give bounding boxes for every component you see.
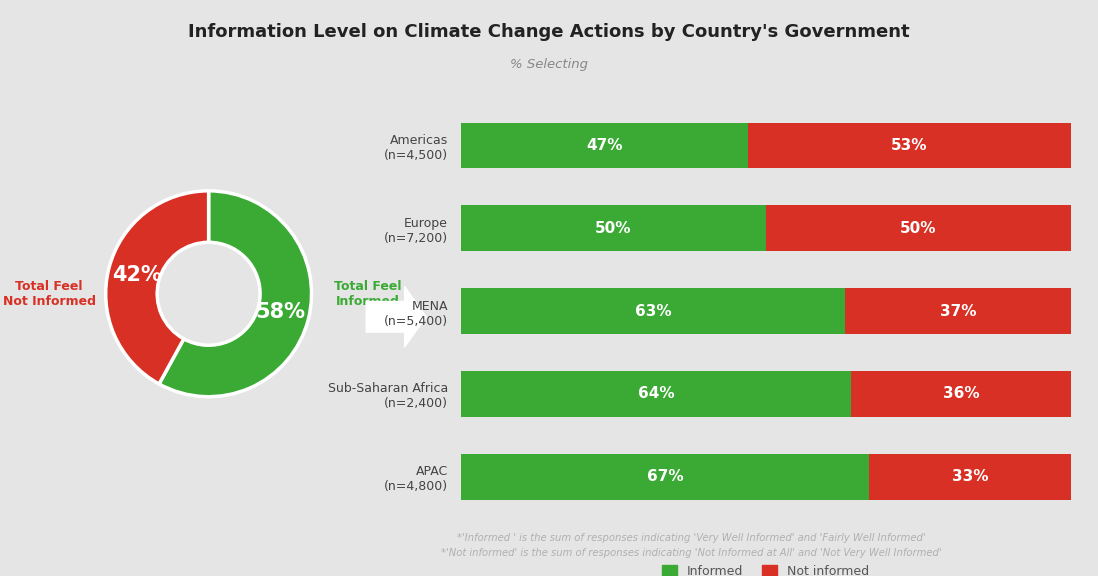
Text: 33%: 33% — [952, 469, 988, 484]
Text: 58%: 58% — [256, 302, 305, 322]
Text: 42%: 42% — [112, 266, 161, 285]
Text: 63%: 63% — [635, 304, 672, 319]
Bar — [461, 288, 845, 334]
Bar — [461, 454, 870, 499]
Text: Total Feel
Not Informed: Total Feel Not Informed — [2, 280, 96, 308]
Bar — [748, 123, 1071, 168]
Text: 67%: 67% — [647, 469, 684, 484]
Bar — [845, 288, 1071, 334]
Bar — [461, 123, 748, 168]
Bar — [870, 454, 1071, 499]
Text: 36%: 36% — [942, 386, 979, 401]
Bar — [461, 206, 766, 251]
Wedge shape — [105, 191, 209, 384]
Text: 50%: 50% — [595, 221, 631, 236]
Text: 53%: 53% — [890, 138, 928, 153]
Text: % Selecting: % Selecting — [509, 58, 589, 71]
Bar — [851, 371, 1071, 416]
Text: 50%: 50% — [900, 221, 937, 236]
Text: Total Feel
Informed: Total Feel Informed — [335, 280, 402, 308]
Bar — [766, 206, 1071, 251]
Wedge shape — [159, 191, 312, 397]
Text: 47%: 47% — [586, 138, 623, 153]
FancyArrow shape — [367, 287, 426, 347]
Text: *'Informed ' is the sum of responses indicating 'Very Well Informed' and 'Fairly: *'Informed ' is the sum of responses ind… — [458, 533, 926, 543]
Text: Information Level on Climate Change Actions by Country's Government: Information Level on Climate Change Acti… — [188, 23, 910, 41]
Bar — [461, 371, 851, 416]
Legend: Informed, Not informed: Informed, Not informed — [658, 560, 874, 576]
Text: 37%: 37% — [940, 304, 976, 319]
Text: *'Not informed' is the sum of responses indicating 'Not Informed at All' and 'No: *'Not informed' is the sum of responses … — [441, 548, 942, 558]
Text: 64%: 64% — [638, 386, 674, 401]
